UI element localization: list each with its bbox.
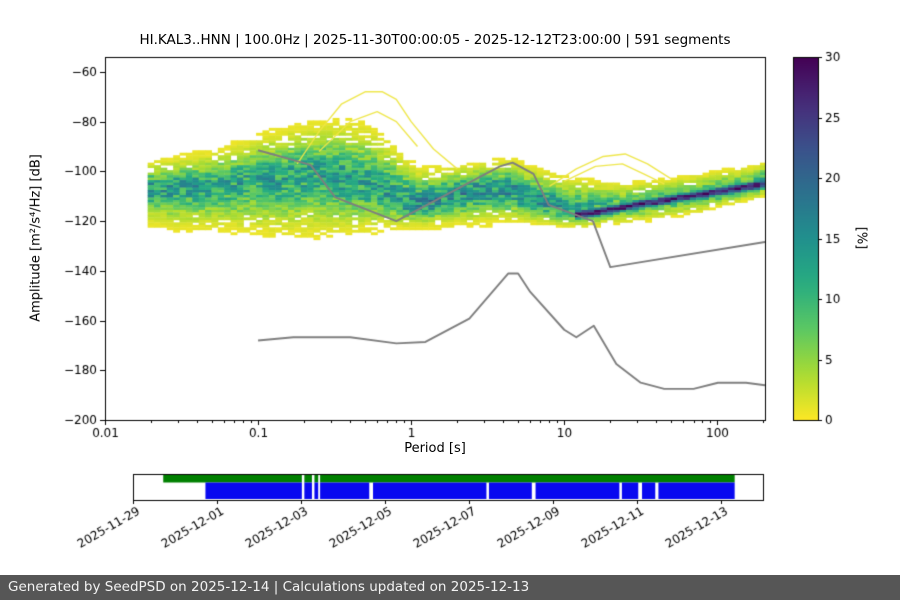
y-axis-label: Amplitude [m²/s⁴/Hz] [dB]: [28, 154, 44, 322]
x-axis-label: Period [s]: [404, 441, 466, 456]
colorbar-label: [%]: [853, 226, 869, 250]
chart-title: HI.KAL3..HNN | 100.0Hz | 2025-11-30T00:0…: [139, 32, 731, 48]
footer-status-bar: Generated by SeedPSD on 2025-12-14 | Cal…: [0, 575, 900, 600]
footer-text: Generated by SeedPSD on 2025-12-14 | Cal…: [8, 579, 530, 595]
